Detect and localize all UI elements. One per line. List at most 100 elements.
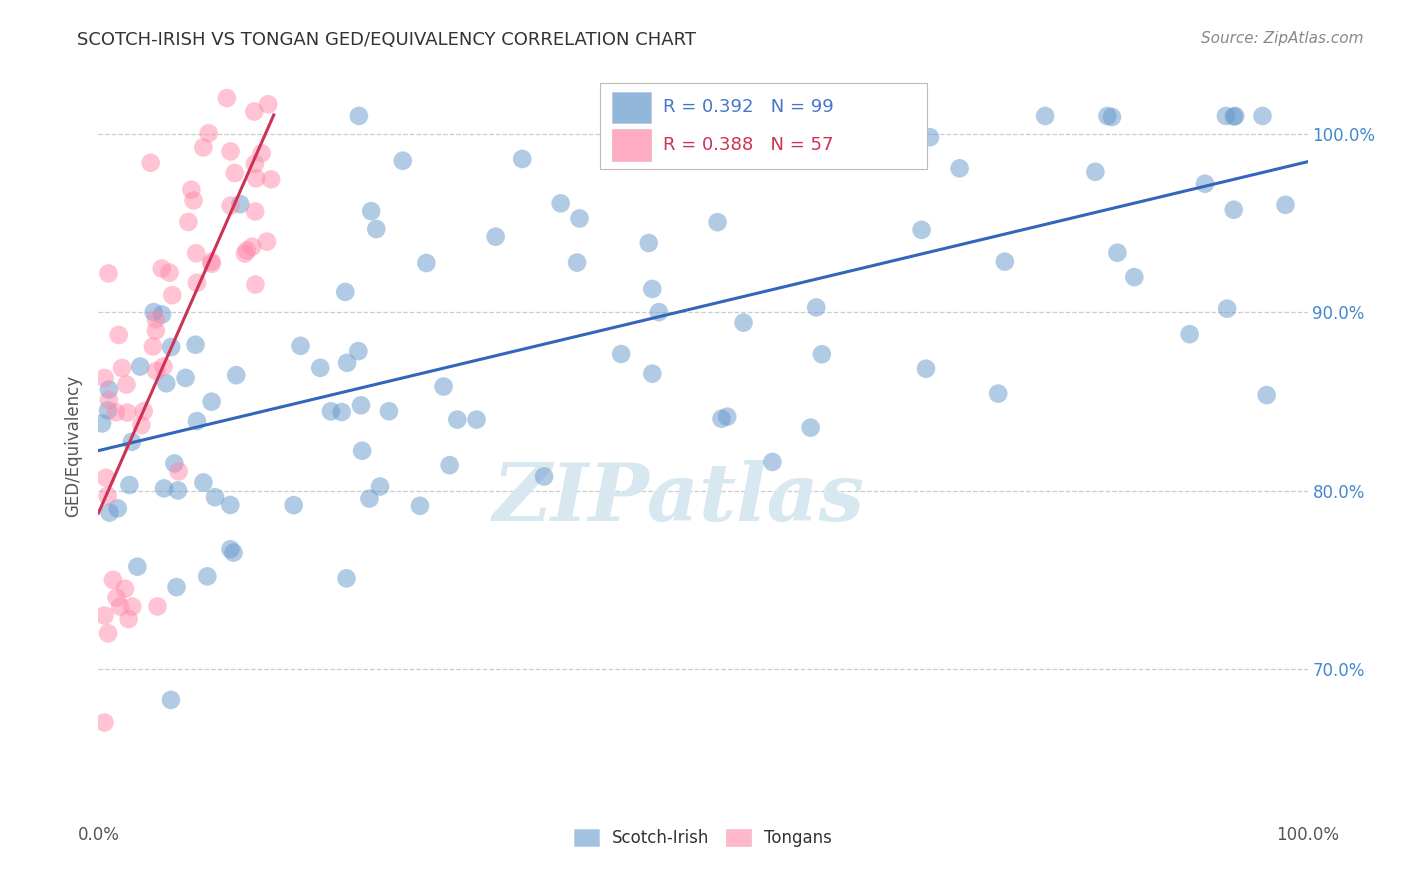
Point — [1107, 245, 1129, 260]
Point — [1033, 109, 1056, 123]
Legend: Scotch-Irish, Tongans: Scotch-Irish, Tongans — [567, 822, 839, 854]
Point — [710, 411, 733, 425]
Point — [162, 288, 184, 302]
Point — [243, 204, 266, 219]
Point — [145, 324, 167, 338]
Point — [233, 246, 256, 260]
Point — [160, 693, 183, 707]
Point — [290, 339, 312, 353]
Point — [204, 490, 226, 504]
Point — [811, 347, 834, 361]
Point — [197, 126, 219, 140]
Point — [117, 406, 139, 420]
Point — [484, 229, 506, 244]
Point — [550, 196, 572, 211]
Point — [1101, 110, 1123, 124]
Point — [98, 506, 121, 520]
Point — [101, 573, 124, 587]
Point — [283, 498, 305, 512]
Point — [245, 277, 267, 292]
Point — [432, 379, 454, 393]
Point — [257, 97, 280, 112]
Point — [240, 240, 263, 254]
Point — [97, 489, 120, 503]
Point — [347, 344, 370, 359]
Point — [139, 155, 162, 169]
Point — [167, 483, 190, 498]
Point — [637, 235, 659, 250]
Point — [260, 172, 283, 186]
Point — [641, 282, 664, 296]
Point — [1256, 388, 1278, 402]
Point — [446, 412, 468, 426]
Point — [800, 420, 823, 434]
Point — [994, 254, 1017, 268]
Point — [219, 145, 242, 159]
Point — [918, 130, 941, 145]
Point — [243, 157, 266, 171]
Point — [150, 261, 173, 276]
Point — [352, 443, 374, 458]
Point — [368, 479, 391, 493]
Point — [97, 267, 120, 281]
Point — [129, 359, 152, 374]
Point — [152, 359, 174, 374]
Point — [335, 571, 357, 585]
Point — [121, 599, 143, 614]
Point — [366, 222, 388, 236]
Point — [118, 612, 141, 626]
Point — [186, 276, 208, 290]
Point — [330, 405, 353, 419]
Point — [824, 138, 846, 153]
Point — [378, 404, 401, 418]
FancyBboxPatch shape — [613, 92, 651, 123]
Point — [219, 498, 242, 512]
Point — [114, 582, 136, 596]
Point — [224, 166, 246, 180]
Point — [97, 392, 120, 407]
Point — [309, 360, 332, 375]
Point — [1274, 198, 1296, 212]
Point — [1225, 109, 1247, 123]
Point — [641, 367, 664, 381]
Point — [655, 150, 678, 164]
Point — [184, 337, 207, 351]
Point — [91, 417, 114, 431]
Point — [222, 546, 245, 560]
Point — [319, 404, 342, 418]
Point — [193, 140, 215, 154]
Point — [1215, 109, 1237, 123]
Point — [1223, 110, 1246, 124]
Point — [256, 235, 278, 249]
Point — [155, 376, 177, 391]
FancyBboxPatch shape — [600, 83, 927, 169]
Point — [145, 312, 167, 326]
Point — [869, 109, 891, 123]
Point — [510, 152, 533, 166]
Point — [236, 244, 259, 258]
Point — [245, 171, 267, 186]
Point — [186, 414, 208, 428]
Point — [142, 305, 165, 319]
Point — [93, 715, 115, 730]
Point — [391, 153, 413, 168]
Point — [146, 599, 169, 614]
Point — [115, 377, 138, 392]
Point — [166, 580, 188, 594]
Point — [180, 183, 202, 197]
Point — [250, 146, 273, 161]
Point — [167, 464, 190, 478]
Point — [108, 599, 131, 614]
Point — [200, 254, 222, 268]
Point — [229, 197, 252, 211]
Point — [177, 215, 200, 229]
Point — [183, 194, 205, 208]
Point — [716, 409, 738, 424]
Point — [910, 223, 932, 237]
Point — [347, 109, 370, 123]
Point — [733, 316, 755, 330]
Point — [142, 339, 165, 353]
Point — [107, 501, 129, 516]
Point — [409, 499, 432, 513]
Point — [111, 361, 134, 376]
